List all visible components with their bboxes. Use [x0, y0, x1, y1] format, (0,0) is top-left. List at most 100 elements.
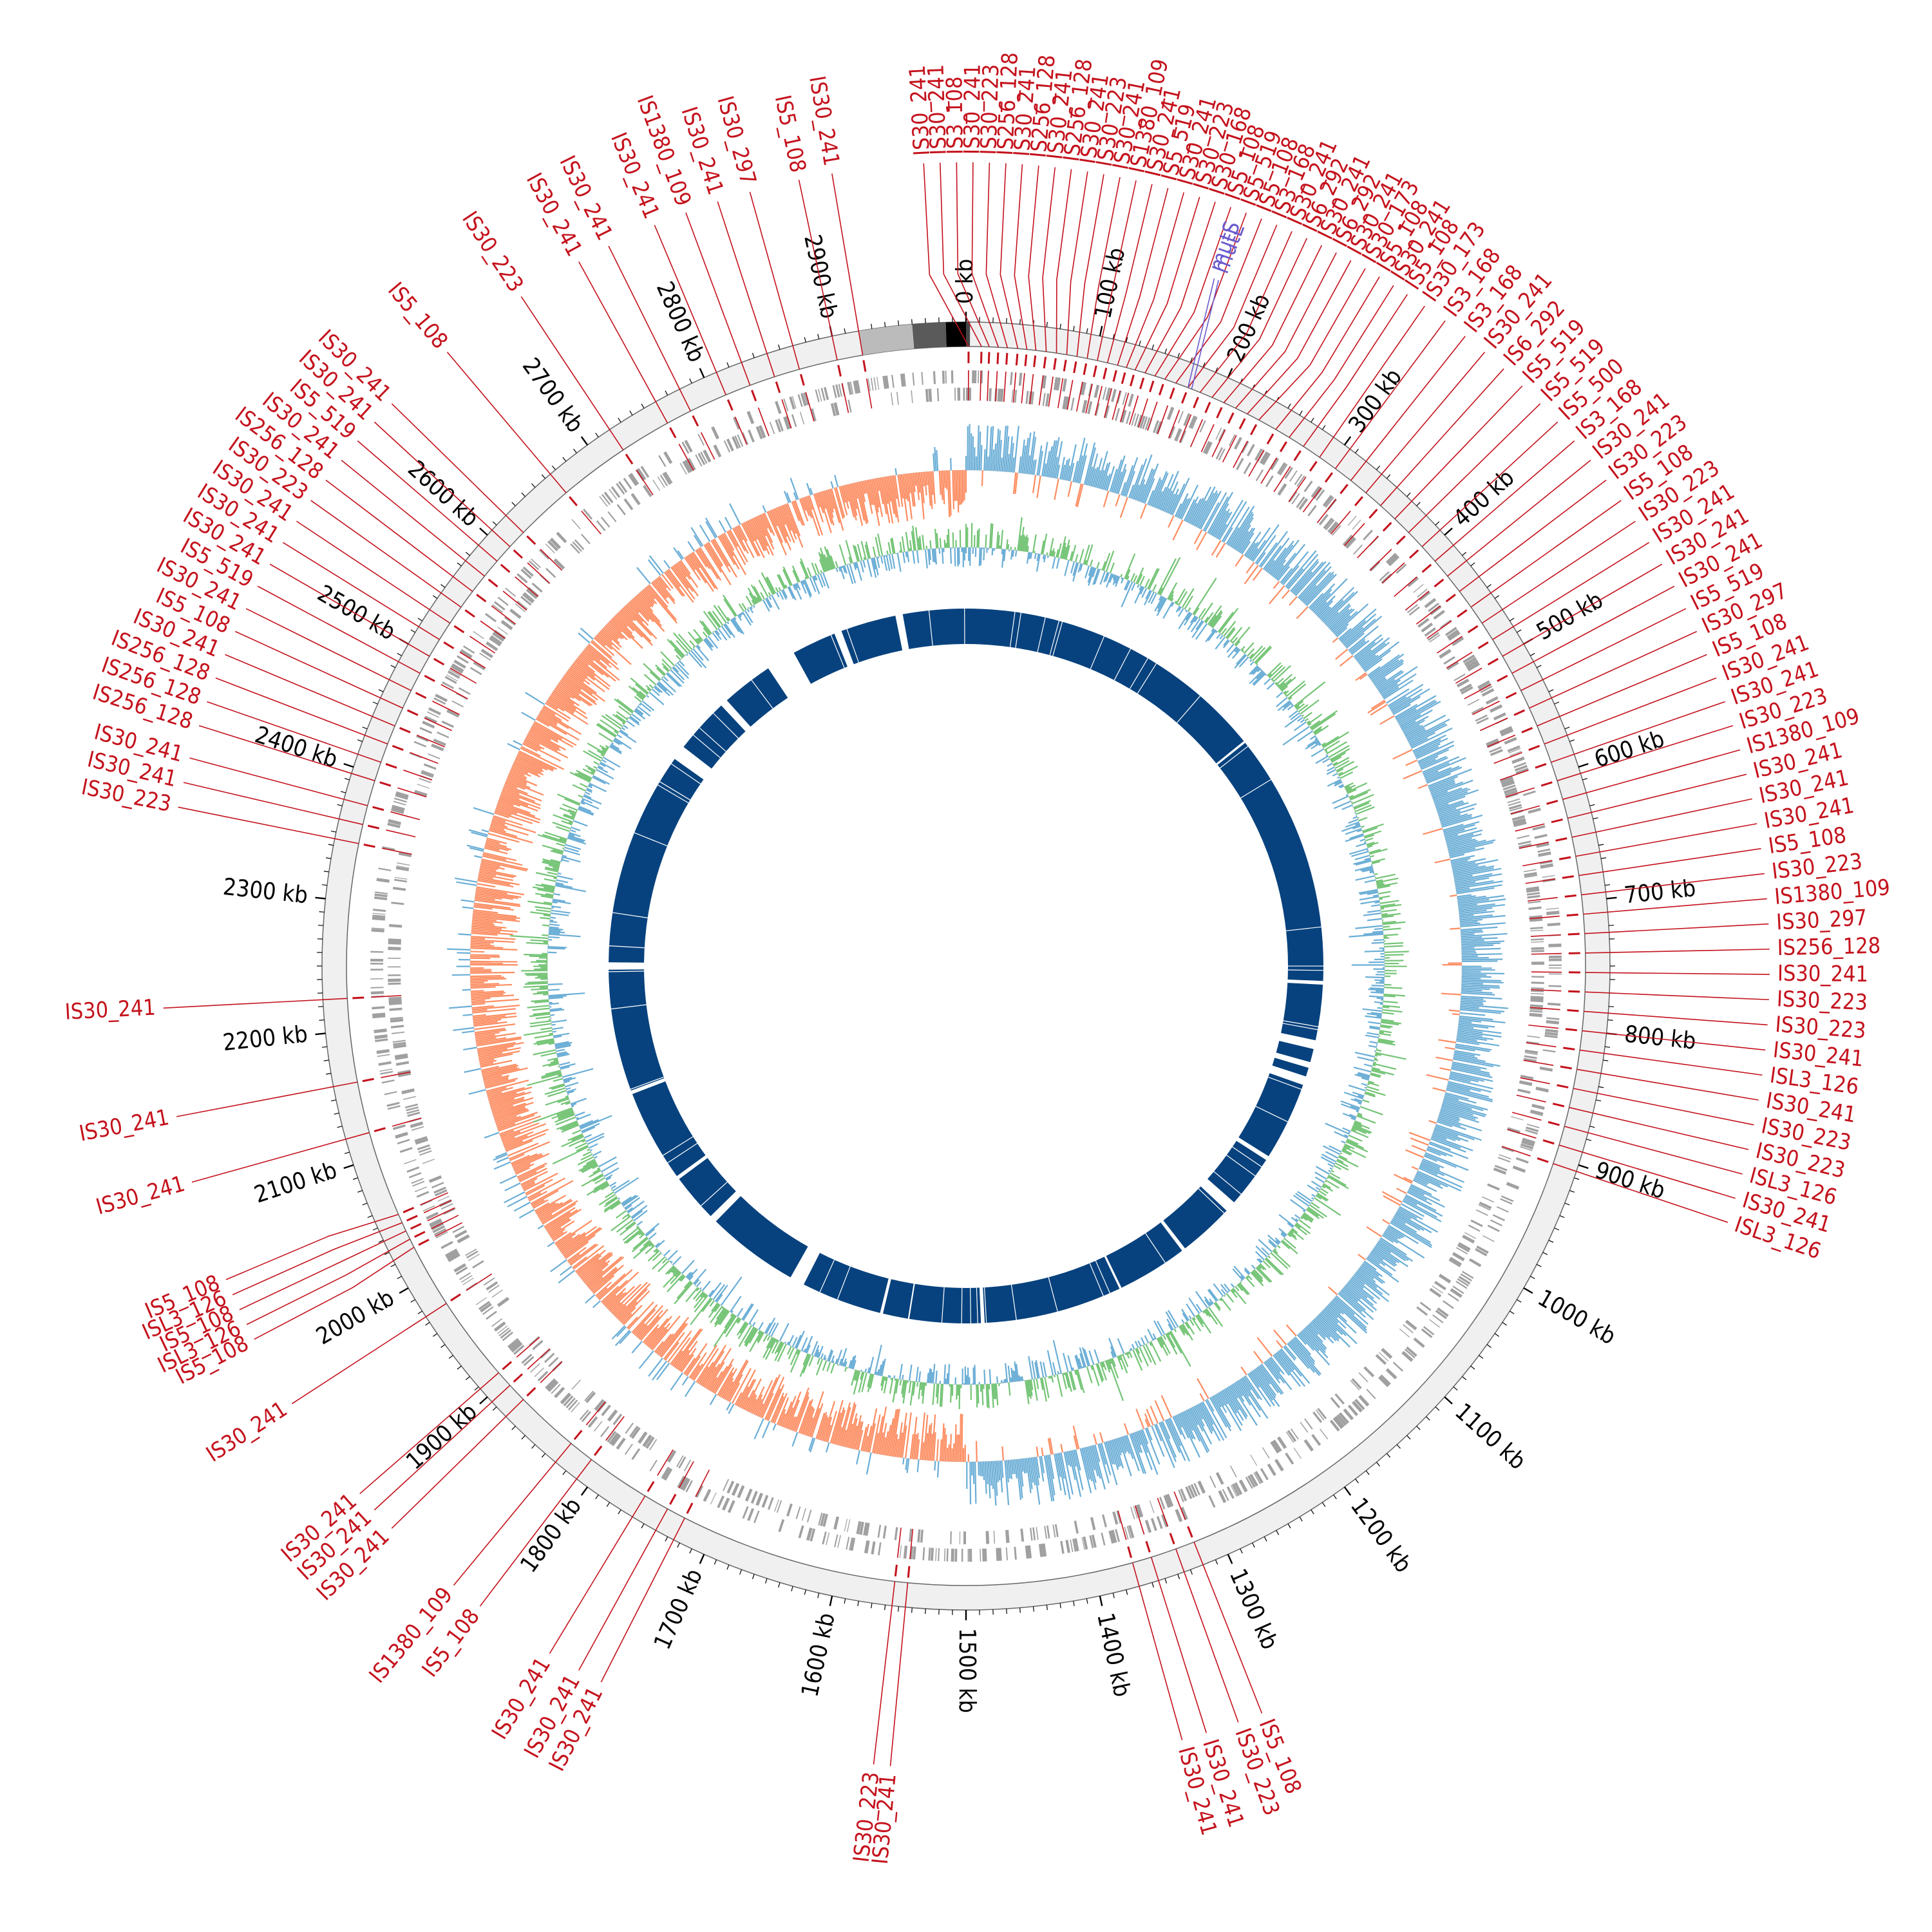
minor-tick	[1598, 844, 1604, 846]
cds-is-gene	[1531, 971, 1562, 973]
gc-skew-bar	[473, 904, 514, 911]
gc-skew-bar	[693, 1345, 718, 1381]
gc-content-bar	[724, 1315, 737, 1334]
gc-skew-bar	[565, 672, 605, 702]
cds-feature	[556, 531, 567, 544]
gc-skew-bar	[1060, 1444, 1064, 1453]
gc-content-bar	[585, 1132, 605, 1142]
is-element-mark	[1567, 1009, 1579, 1012]
gc-skew-bar	[1252, 524, 1280, 562]
cds-feature	[393, 878, 408, 883]
gc-skew-bar	[526, 735, 569, 759]
gc-skew-bar	[535, 718, 549, 727]
gc-content-bar	[1295, 1218, 1299, 1222]
cds-feature	[1298, 498, 1309, 511]
gc-skew-bar	[500, 795, 529, 806]
gc-skew-bar	[1189, 1408, 1198, 1426]
gc-skew-bar	[795, 1396, 810, 1432]
cds-feature	[737, 1485, 745, 1499]
gc-skew-bar	[764, 1376, 785, 1420]
cds-feature	[1036, 1527, 1039, 1540]
gc-skew-bar	[873, 1432, 879, 1454]
gc-skew-bar	[838, 1402, 851, 1446]
major-tick	[699, 1554, 705, 1564]
gc-skew-bar	[1032, 1457, 1041, 1505]
gc-content-bar	[580, 1162, 598, 1172]
gc-content-bar	[715, 1284, 728, 1302]
gc-content-bar	[593, 1183, 609, 1194]
gc-skew-bar	[887, 476, 895, 515]
gc-content-bar	[1220, 1289, 1226, 1295]
gc-skew-bar	[1452, 862, 1476, 868]
gc-skew-bar	[1358, 1268, 1376, 1283]
gc-skew-bar	[1052, 457, 1058, 478]
gc-skew-bar	[547, 699, 565, 712]
gc-skew-bar	[1397, 699, 1436, 723]
gc-skew-bar	[1006, 1460, 1010, 1482]
gc-skew-bar	[1403, 770, 1423, 780]
gc-skew-bar	[838, 486, 848, 516]
gc-skew-bar	[471, 999, 486, 1002]
gc-skew-bar	[1039, 1456, 1045, 1482]
gc-skew-bar	[506, 779, 544, 796]
gc-content-bar	[548, 933, 581, 938]
cds-feature	[497, 596, 509, 606]
gc-content-bar	[996, 1376, 999, 1384]
gc-skew-bar	[1167, 488, 1179, 514]
gc-content-bar	[1193, 607, 1200, 616]
cds-feature	[938, 1548, 940, 1562]
gc-content-bar	[609, 746, 622, 755]
cds-feature	[638, 468, 647, 480]
cds-feature	[372, 916, 386, 921]
gc-skew-bar	[1458, 904, 1505, 911]
gc-skew-bar	[583, 650, 620, 681]
gc-skew-bar	[996, 1461, 999, 1482]
gc-skew-bar	[472, 1009, 488, 1012]
gc-skew-bar	[480, 1065, 499, 1072]
cds-feature	[1209, 1475, 1217, 1488]
gc-skew-bar	[471, 994, 515, 999]
cds-feature	[433, 738, 446, 746]
cds-feature	[928, 1548, 931, 1561]
gc-skew-bar	[1454, 873, 1493, 882]
gc-content-bar	[1057, 543, 1062, 558]
gc-content-bar	[1283, 1237, 1296, 1249]
gc-skew-bar	[1410, 1137, 1429, 1146]
gc-skew-bar	[504, 1128, 549, 1148]
cds-feature	[1156, 1516, 1163, 1530]
gc-skew-bar	[1088, 453, 1099, 486]
gc-skew-bar	[647, 559, 661, 576]
gc-skew-bar	[1256, 552, 1266, 565]
gc-skew-bar	[473, 807, 495, 815]
gc-content-bar	[1147, 568, 1159, 589]
gc-skew-bar	[681, 1376, 689, 1386]
gc-content-bar	[1253, 1269, 1264, 1280]
cds-feature	[1175, 1509, 1183, 1522]
is-element-mark	[392, 744, 404, 751]
cds-feature	[1508, 804, 1522, 810]
gc-skew-bar	[1081, 1448, 1091, 1480]
gc-content-bar	[1332, 795, 1349, 804]
gc-content-bar	[548, 1042, 555, 1045]
gc-content-bar	[603, 1199, 620, 1211]
cds-is-gene	[410, 752, 439, 764]
gc-skew-bar	[879, 477, 887, 515]
gc-skew-bar	[1441, 1104, 1473, 1116]
cds-feature	[428, 753, 440, 759]
gc-content-bar	[1288, 696, 1293, 701]
gc-content-bar	[1271, 679, 1274, 681]
gc-skew-bar	[750, 1386, 765, 1414]
gc-content-bar	[1362, 1008, 1383, 1012]
cds-feature	[548, 1356, 559, 1367]
gc-skew-bar	[1444, 834, 1459, 839]
gc-content-bar	[1015, 1363, 1019, 1382]
gc-skew-bar	[1095, 469, 1101, 488]
cds-feature	[388, 974, 401, 976]
cds-feature	[1429, 1319, 1440, 1328]
gc-skew-bar	[1459, 909, 1487, 914]
gc-skew-bar	[933, 453, 936, 471]
gc-skew-bar	[1453, 1056, 1501, 1067]
gc-content-bar	[1357, 1073, 1370, 1078]
gc-skew-bar	[497, 1122, 516, 1130]
gc-content-bar	[1070, 561, 1075, 574]
